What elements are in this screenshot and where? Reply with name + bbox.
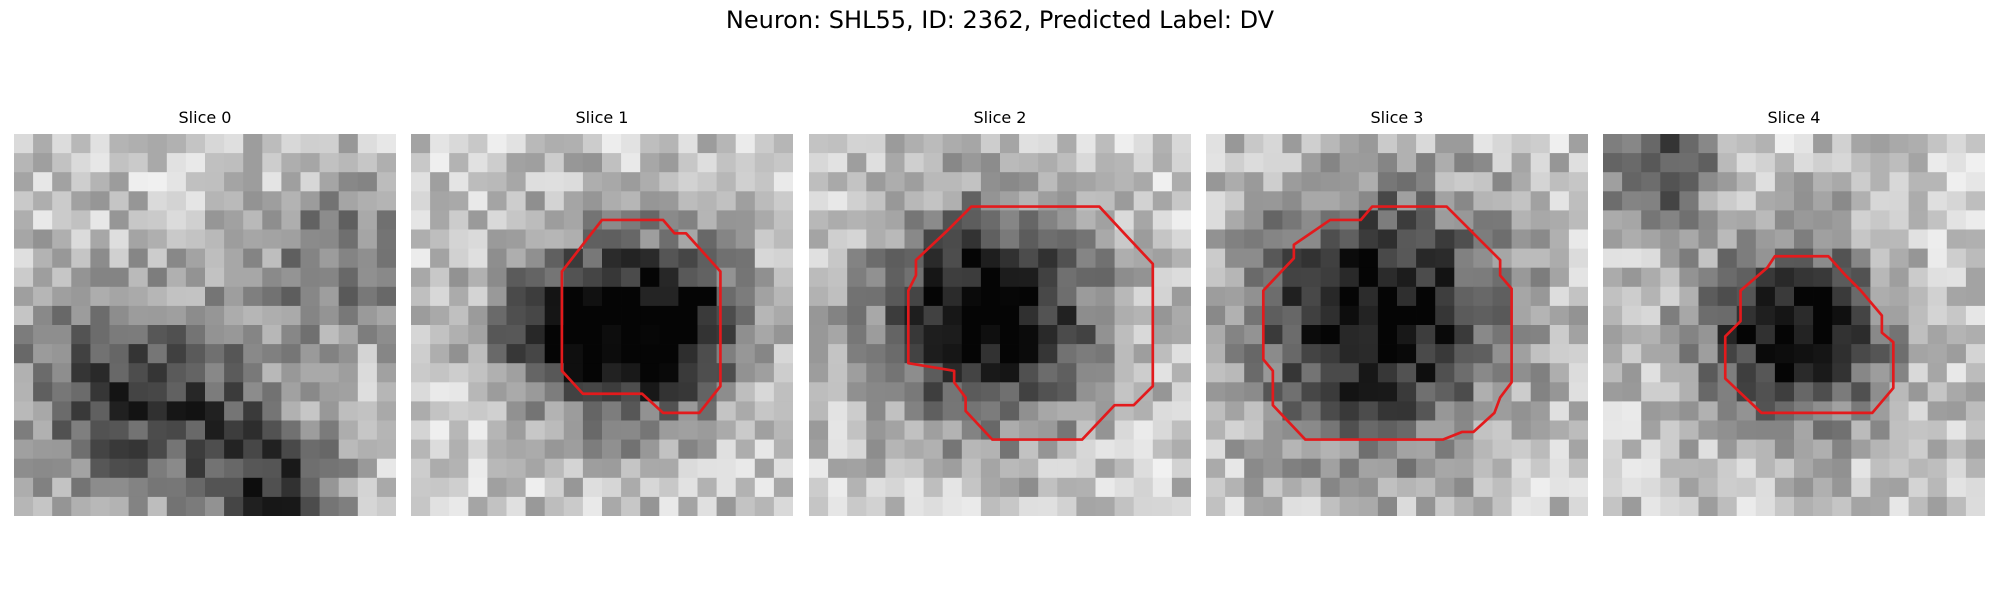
slice-image: [411, 134, 793, 516]
roi-outline: [906, 205, 1155, 441]
figure-title: Neuron: SHL55, ID: 2362, Predicted Label…: [725, 6, 1275, 34]
slice-title: Slice 4: [1767, 108, 1821, 127]
pixel-grid: [1206, 134, 1588, 516]
roi-outline: [1261, 205, 1513, 441]
roi-outline: [560, 218, 722, 415]
pixel-grid: [809, 134, 1191, 516]
slice-title: Slice 0: [178, 108, 232, 127]
slice-title: Slice 2: [973, 108, 1027, 127]
pixel-grid: [14, 134, 396, 516]
roi-outline: [1723, 254, 1895, 415]
slice-image: [14, 134, 396, 516]
slice-image: [1206, 134, 1588, 516]
slice-title: Slice 1: [575, 108, 629, 127]
slice-title: Slice 3: [1370, 108, 1424, 127]
slice-image: [1603, 134, 1985, 516]
slice-image: [809, 134, 1191, 516]
pixel-grid: [1603, 134, 1985, 516]
pixel-grid: [411, 134, 793, 516]
